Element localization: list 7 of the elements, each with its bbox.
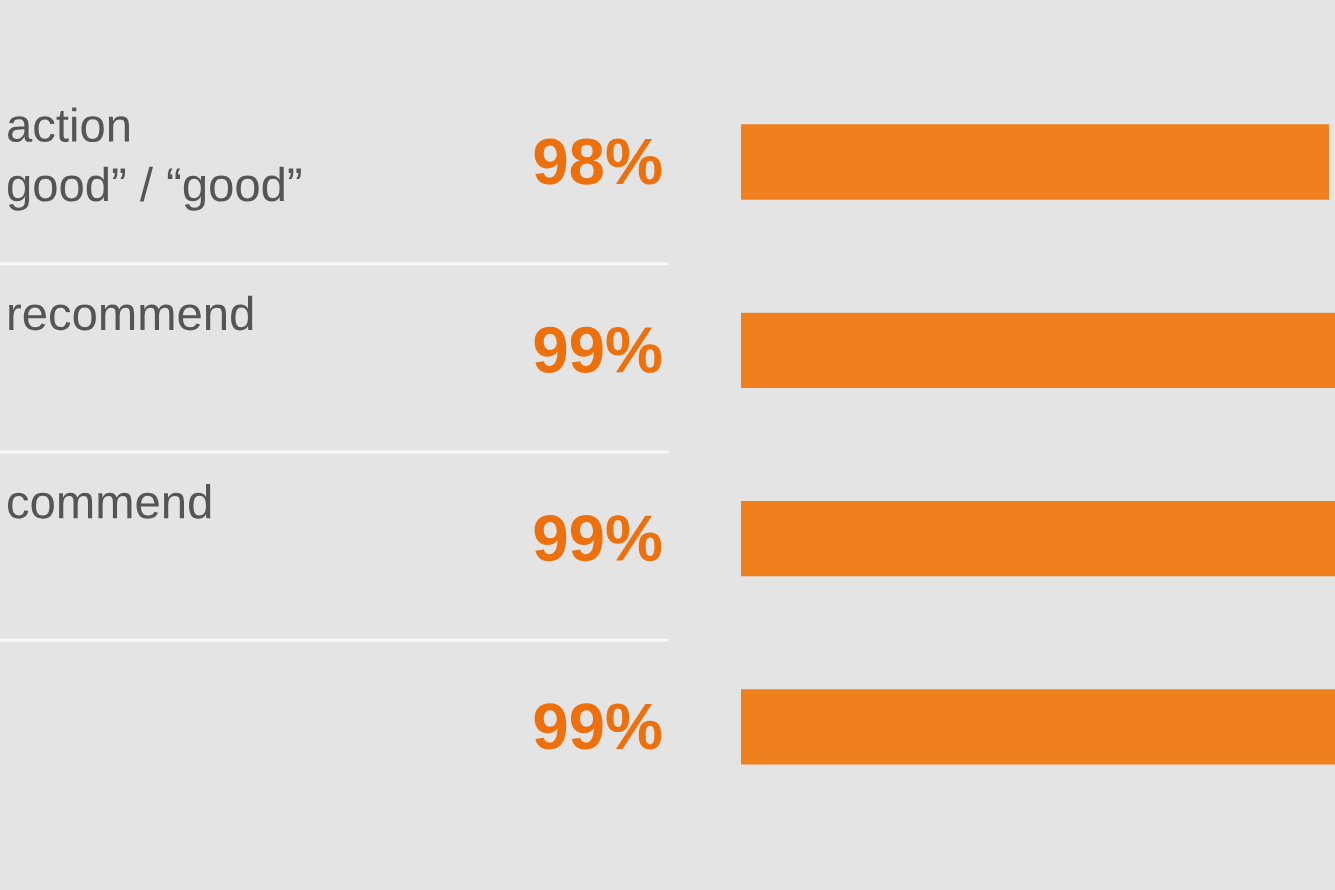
y-tick-label: action good” / “good” [7,107,301,211]
data-label: 99% [534,326,662,373]
data-label: 98% [534,138,662,185]
data-label: 99% [534,703,662,750]
y-tick-label: recommend [9,295,253,331]
y-tick-label: commend [8,483,211,519]
data-label: 99% [534,515,662,562]
